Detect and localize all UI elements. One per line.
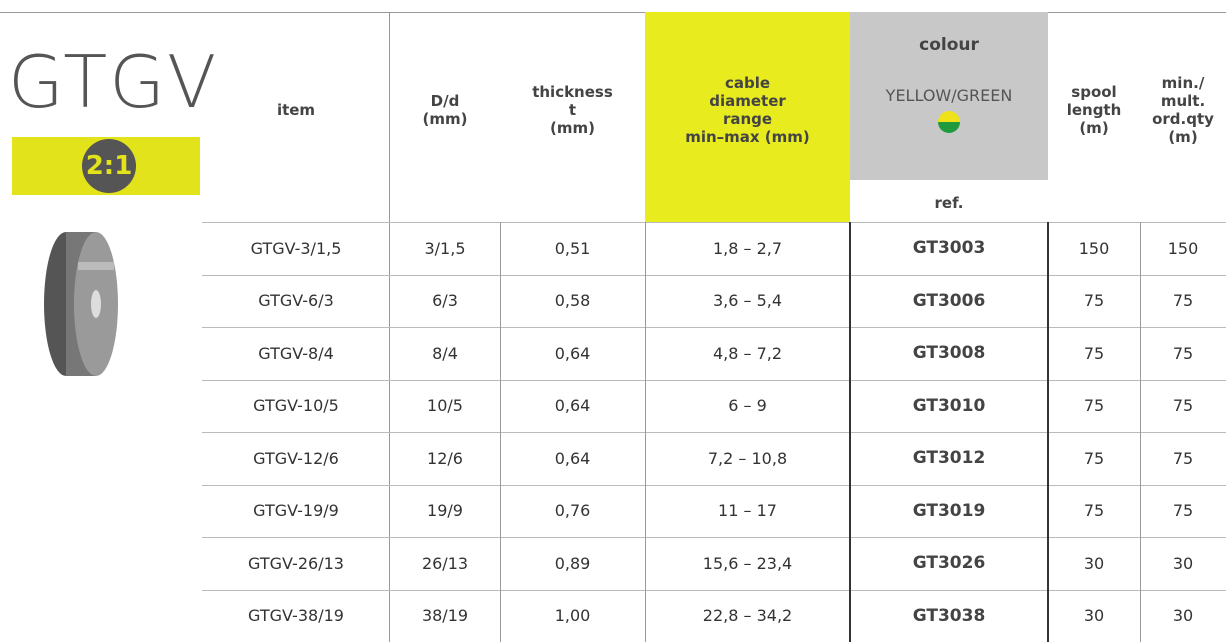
cell: GT3010 — [850, 380, 1048, 433]
cell: GT3038 — [850, 590, 1048, 642]
cell: 150 — [1140, 222, 1226, 275]
cell: 0,64 — [500, 327, 645, 380]
header-line: (m) — [1168, 128, 1197, 146]
cell: 75 — [1140, 275, 1226, 328]
cell: GT3012 — [850, 432, 1048, 485]
title: GTGV — [8, 40, 218, 124]
cell: 30 — [1140, 537, 1226, 590]
cell: 8/4 — [390, 327, 500, 380]
cell: GTGV-3/1,5 — [202, 222, 390, 275]
cell: 15,6 – 23,4 — [645, 537, 850, 590]
cell: GTGV-10/5 — [202, 380, 390, 433]
cell: 1,8 – 2,7 — [645, 222, 850, 275]
cell: GT3019 — [850, 485, 1048, 538]
column-rule — [645, 222, 646, 642]
colour-swatch — [936, 109, 962, 135]
badge: 2:1 — [12, 137, 200, 195]
header-line: thickness — [532, 83, 613, 101]
cell: GTGV-26/13 — [202, 537, 390, 590]
cell: 75 — [1140, 432, 1226, 485]
header-line: length — [1067, 101, 1122, 119]
colour-title: colour — [850, 30, 1048, 60]
cell: GT3008 — [850, 327, 1048, 380]
cell: GT3003 — [850, 222, 1048, 275]
page: GTGV 2:1 colour YELLOW/GREEN itemD/d(mm)… — [0, 0, 1226, 642]
column-header: D/d(mm) — [390, 12, 500, 207]
header-line: spool — [1071, 83, 1116, 101]
header-line: t — [569, 101, 576, 119]
cell: 6/3 — [390, 275, 500, 328]
cell: 1,00 — [500, 590, 645, 642]
cell: 10/5 — [390, 380, 500, 433]
cell: 0,64 — [500, 432, 645, 485]
cell: 150 — [1048, 222, 1140, 275]
cell: GTGV-38/19 — [202, 590, 390, 642]
cell: 75 — [1048, 485, 1140, 538]
cell: 75 — [1140, 380, 1226, 433]
header-line: (m) — [1079, 119, 1108, 137]
cell: 30 — [1048, 537, 1140, 590]
cell: 30 — [1140, 590, 1226, 642]
cell: GT3026 — [850, 537, 1048, 590]
cell: 4,8 – 7,2 — [645, 327, 850, 380]
spool-image — [28, 222, 128, 387]
header-line: D/d — [431, 92, 460, 110]
cell: GT3006 — [850, 275, 1048, 328]
cell: 0,51 — [500, 222, 645, 275]
header-line: min./ — [1162, 74, 1205, 92]
cell: 0,58 — [500, 275, 645, 328]
cell: 38/19 — [390, 590, 500, 642]
cell: 22,8 – 34,2 — [645, 590, 850, 642]
cell: 75 — [1048, 380, 1140, 433]
ref-rule — [849, 222, 851, 642]
column-rule — [1140, 222, 1141, 642]
cell: 30 — [1048, 590, 1140, 642]
cell: 75 — [1140, 485, 1226, 538]
header-line: item — [277, 101, 315, 119]
colour-name: YELLOW/GREEN — [850, 86, 1048, 105]
header-line: ref. — [935, 194, 964, 212]
column-header: min./mult.ord.qty(m) — [1140, 12, 1226, 207]
column-header: ref. — [850, 180, 1048, 226]
header-line: min–max (mm) — [685, 128, 810, 146]
column-rule — [500, 222, 501, 642]
cell: 0,89 — [500, 537, 645, 590]
cell: 7,2 – 10,8 — [645, 432, 850, 485]
cell: GTGV-19/9 — [202, 485, 390, 538]
cell: 3/1,5 — [390, 222, 500, 275]
header-line: diameter — [709, 92, 786, 110]
header-line: range — [723, 110, 772, 128]
cell: 12/6 — [390, 432, 500, 485]
header-line: (mm) — [423, 110, 468, 128]
cell: 75 — [1048, 327, 1140, 380]
cell: 75 — [1048, 275, 1140, 328]
cell: 0,76 — [500, 485, 645, 538]
cell: 6 – 9 — [645, 380, 850, 433]
column-header: item — [202, 12, 390, 207]
cell: 3,6 – 5,4 — [645, 275, 850, 328]
cell: 75 — [1048, 432, 1140, 485]
badge-text: 2:1 — [82, 151, 136, 181]
cell: 19/9 — [390, 485, 500, 538]
cell: GTGV-8/4 — [202, 327, 390, 380]
header-line: mult. — [1161, 92, 1205, 110]
ref-rule — [1047, 222, 1049, 642]
header-line: (mm) — [550, 119, 595, 137]
cell: GTGV-12/6 — [202, 432, 390, 485]
cell: 11 – 17 — [645, 485, 850, 538]
cell: 0,64 — [500, 380, 645, 433]
header-line: ord.qty — [1152, 110, 1214, 128]
header-line: cable — [725, 74, 770, 92]
cell: GTGV-6/3 — [202, 275, 390, 328]
cell: 75 — [1140, 327, 1226, 380]
cell: 26/13 — [390, 537, 500, 590]
